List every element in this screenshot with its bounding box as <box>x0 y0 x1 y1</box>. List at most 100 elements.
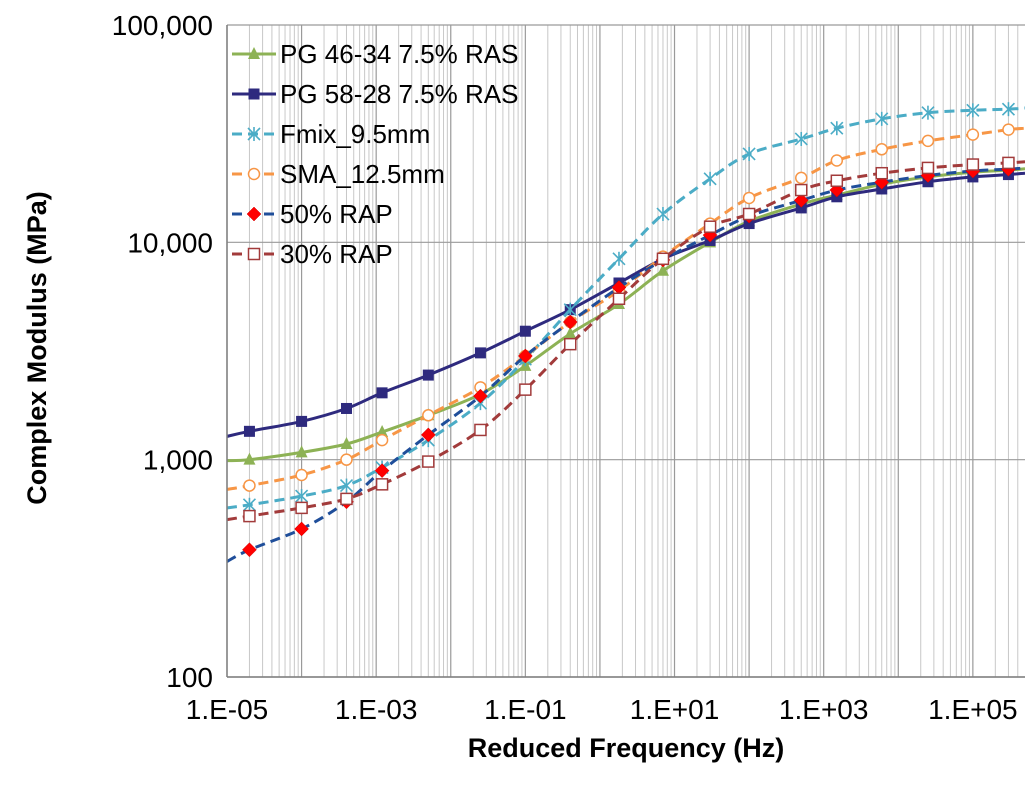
data-point <box>875 111 889 126</box>
x-tick-label: 1.E+01 <box>630 694 720 725</box>
data-point <box>794 183 808 197</box>
x-tick-label: 1.E+05 <box>928 694 1018 725</box>
data-point <box>375 478 389 491</box>
x-axis-title: Reduced Frequency (Hz) <box>468 733 785 763</box>
legend-item: Fmix_9.5mm <box>232 119 430 149</box>
data-point <box>564 337 577 351</box>
data-point <box>243 509 256 523</box>
data-point <box>295 501 308 515</box>
data-point <box>1002 123 1015 136</box>
data-point <box>242 542 257 558</box>
legend: PG 46-34 7.5% RAS PG 58-28 7.5% RAS Fmix_9… <box>232 39 518 269</box>
data-point <box>422 409 435 422</box>
legend-marker <box>247 247 261 261</box>
data-point <box>830 174 844 188</box>
y-tick-label: 1,000 <box>143 445 213 476</box>
data-point <box>243 452 256 465</box>
axes <box>226 25 1025 678</box>
data-point <box>656 207 670 222</box>
legend-marker <box>246 206 262 222</box>
data-point <box>794 131 808 146</box>
legend-marker <box>247 167 261 181</box>
data-point <box>375 433 389 447</box>
data-point <box>295 468 308 482</box>
x-tick-label: 1.E-03 <box>335 694 418 725</box>
data-point <box>703 171 717 186</box>
data-point <box>296 415 308 427</box>
data-point <box>517 348 533 364</box>
x-tick-label: 1.E-01 <box>484 694 567 725</box>
data-point <box>612 251 626 266</box>
legend-label: 30% RAP <box>280 239 393 269</box>
series-6 <box>226 156 1025 523</box>
legend-label: PG 46-34 7.5% RAS <box>280 39 518 69</box>
data-point <box>242 497 257 512</box>
series-group <box>226 102 1025 563</box>
data-point <box>340 492 353 506</box>
data-point <box>1001 102 1016 117</box>
data-point <box>795 202 807 214</box>
data-point <box>474 423 487 437</box>
data-point <box>1002 156 1015 170</box>
data-point <box>563 302 577 317</box>
data-point <box>339 478 354 493</box>
legend-marker <box>248 88 260 100</box>
data-point <box>340 453 353 466</box>
data-point <box>562 314 578 330</box>
legend-item: PG 58-28 7.5% RAS <box>232 79 518 109</box>
data-point <box>656 263 669 276</box>
data-point <box>295 445 308 458</box>
data-point <box>656 252 670 266</box>
legend-label: Fmix_9.5mm <box>280 119 430 149</box>
legend-label: SMA_12.5mm <box>280 159 445 189</box>
x-tick-label: 1.E-05 <box>186 694 269 725</box>
data-point <box>743 218 755 230</box>
data-point <box>875 143 888 156</box>
data-point <box>294 521 309 537</box>
y-tick-label: 100 <box>166 662 213 693</box>
data-point <box>794 171 808 185</box>
legend-item: 30% RAP <box>232 239 393 269</box>
series-line <box>226 106 1025 510</box>
data-point <box>376 425 389 438</box>
legend-item: 50% RAP <box>232 199 393 229</box>
legend-label: 50% RAP <box>280 199 393 229</box>
data-point <box>612 292 626 306</box>
legend-label: PG 58-28 7.5% RAS <box>280 79 518 109</box>
data-point <box>921 134 935 148</box>
data-point <box>921 161 935 175</box>
data-point <box>875 166 888 180</box>
data-point <box>473 388 488 404</box>
data-point <box>422 369 434 381</box>
data-point <box>966 128 980 141</box>
data-point <box>966 103 980 118</box>
data-point <box>474 347 486 359</box>
data-point <box>422 455 435 468</box>
legend-marker <box>248 47 260 59</box>
data-point <box>830 121 844 136</box>
data-point <box>742 191 756 205</box>
data-point <box>295 489 309 504</box>
data-point <box>376 387 388 399</box>
data-point <box>340 437 353 450</box>
data-point <box>793 193 809 208</box>
data-point <box>921 105 935 120</box>
data-point <box>742 146 756 161</box>
y-tick-label: 100,000 <box>112 10 213 41</box>
data-point <box>374 463 390 479</box>
y-tick-label: 10,000 <box>127 227 213 258</box>
data-point <box>564 326 577 339</box>
legend-item: SMA_12.5mm <box>232 159 445 189</box>
data-point <box>703 220 717 233</box>
x-tick-label: 1.E+03 <box>779 694 869 725</box>
legend-marker <box>247 127 261 141</box>
data-point <box>830 154 844 167</box>
y-axis-title: Complex Modulus (MPa) <box>22 191 52 505</box>
data-point <box>966 158 980 171</box>
data-point <box>742 207 756 221</box>
data-point <box>519 325 531 337</box>
data-point <box>519 383 532 396</box>
legend-item: PG 46-34 7.5% RAS <box>232 39 518 69</box>
tick-labels: 1.E-05 1.E-03 1.E-01 1.E+01 1.E+03 1.E+05 100 1… <box>112 10 1018 725</box>
